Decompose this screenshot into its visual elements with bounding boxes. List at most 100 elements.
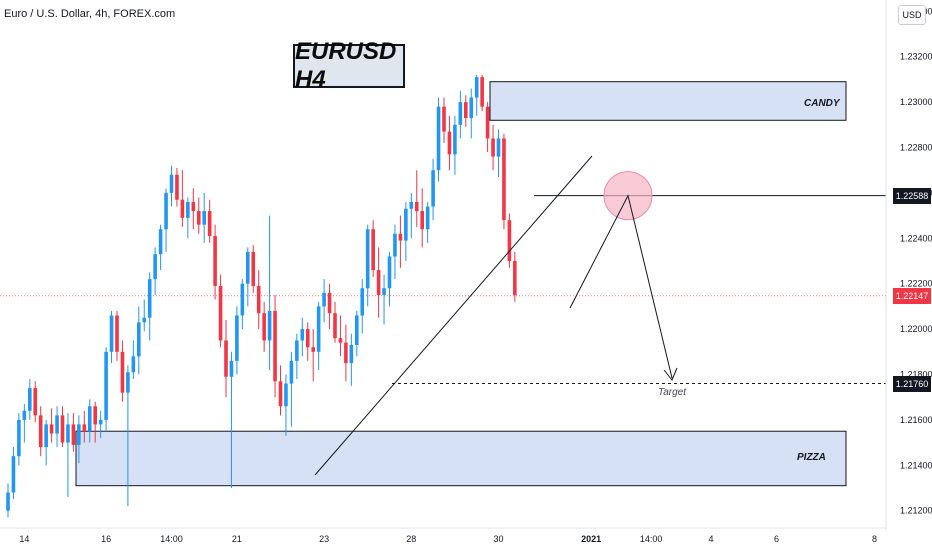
- candy-zone: [489, 81, 847, 121]
- candle: [6, 483, 10, 518]
- candle: [267, 215, 272, 370]
- x-tick-label: 14:00: [160, 534, 183, 544]
- x-tick-label: 14: [19, 534, 29, 544]
- candle-body: [289, 360, 294, 384]
- pizza-zone: [75, 430, 847, 487]
- candle: [137, 306, 141, 375]
- candle-body: [404, 208, 408, 241]
- candle: [436, 97, 441, 182]
- candle-body: [267, 310, 272, 341]
- candle-body: [311, 347, 315, 352]
- candle: [55, 406, 59, 448]
- trendline: [314, 155, 593, 476]
- candle-body: [469, 97, 474, 119]
- projection-path: [569, 194, 673, 379]
- candle-body: [480, 77, 484, 107]
- candle: [49, 408, 54, 443]
- candle: [273, 295, 277, 398]
- candle-body: [393, 233, 397, 257]
- candle-body: [191, 201, 196, 212]
- candle-body: [398, 233, 403, 241]
- candle-body: [387, 256, 392, 289]
- candle-body: [365, 229, 370, 289]
- candle-body: [425, 206, 430, 230]
- candle: [420, 188, 424, 248]
- candle-body: [55, 415, 59, 434]
- y-tick-label: 1.21400: [900, 460, 932, 470]
- candle-body: [344, 342, 348, 364]
- candle: [458, 90, 463, 139]
- candle-body: [284, 383, 288, 407]
- candle: [300, 317, 305, 357]
- candle: [207, 199, 212, 243]
- candle-body: [153, 254, 157, 280]
- candle-body: [93, 406, 97, 425]
- x-tick-label: 14:00: [640, 534, 663, 544]
- candle-body: [371, 229, 375, 271]
- candle-body: [82, 424, 87, 432]
- candle: [333, 301, 337, 343]
- candle: [355, 310, 359, 357]
- candle-body: [458, 102, 463, 125]
- candle-body: [235, 315, 239, 361]
- candle-body: [262, 313, 266, 341]
- candle: [77, 415, 81, 463]
- candle-body: [496, 138, 501, 157]
- x-tick-label: 6: [774, 534, 779, 544]
- candle-body: [338, 338, 343, 343]
- candle: [235, 306, 239, 375]
- x-tick-label: 2021: [581, 534, 601, 544]
- candle: [327, 283, 332, 330]
- candle: [447, 115, 452, 171]
- candle: [11, 447, 16, 500]
- candle-body: [22, 410, 27, 420]
- candle: [502, 133, 506, 230]
- candle-body: [60, 415, 65, 443]
- candle-body: [376, 270, 381, 296]
- candle: [311, 329, 315, 382]
- candle-body: [158, 229, 163, 255]
- projection-arrowhead: [663, 367, 678, 381]
- candle: [33, 381, 38, 423]
- currency-button[interactable]: USD: [898, 5, 926, 25]
- candle: [191, 188, 196, 230]
- candle-body: [98, 419, 103, 425]
- x-tick-label: 4: [709, 534, 714, 544]
- candle-body: [186, 201, 190, 218]
- candle-body: [229, 360, 234, 377]
- chart-title-box: EURUSD H4: [293, 38, 405, 93]
- candle: [120, 340, 125, 402]
- candle: [180, 170, 185, 227]
- candle: [453, 115, 457, 175]
- candle: [17, 413, 21, 466]
- candle-body: [207, 211, 212, 237]
- candle-body: [382, 288, 386, 296]
- candle: [175, 167, 179, 207]
- candle: [131, 340, 136, 380]
- candle-body: [349, 344, 354, 364]
- candle: [278, 365, 283, 416]
- candle: [305, 322, 310, 361]
- candle-body: [202, 211, 206, 225]
- lower-zone-label: PIZZA: [797, 452, 826, 463]
- candle-body: [273, 310, 277, 382]
- x-tick-label: 16: [101, 534, 111, 544]
- candle: [229, 351, 234, 488]
- candle: [382, 274, 386, 325]
- y-tick-label: 1.21200: [900, 506, 932, 516]
- candle-body: [126, 372, 130, 393]
- candle: [38, 406, 43, 457]
- candle-body: [474, 77, 479, 98]
- candle: [164, 188, 168, 252]
- x-tick-label: 8: [872, 534, 877, 544]
- candle: [158, 224, 163, 271]
- candle: [398, 215, 403, 268]
- candle: [71, 413, 76, 452]
- candle-body: [305, 329, 310, 348]
- candle-body: [44, 424, 48, 448]
- candle: [169, 165, 174, 207]
- candle: [98, 410, 103, 439]
- candle: [387, 251, 392, 307]
- candle-body: [409, 201, 414, 209]
- target-label: Target: [658, 387, 686, 398]
